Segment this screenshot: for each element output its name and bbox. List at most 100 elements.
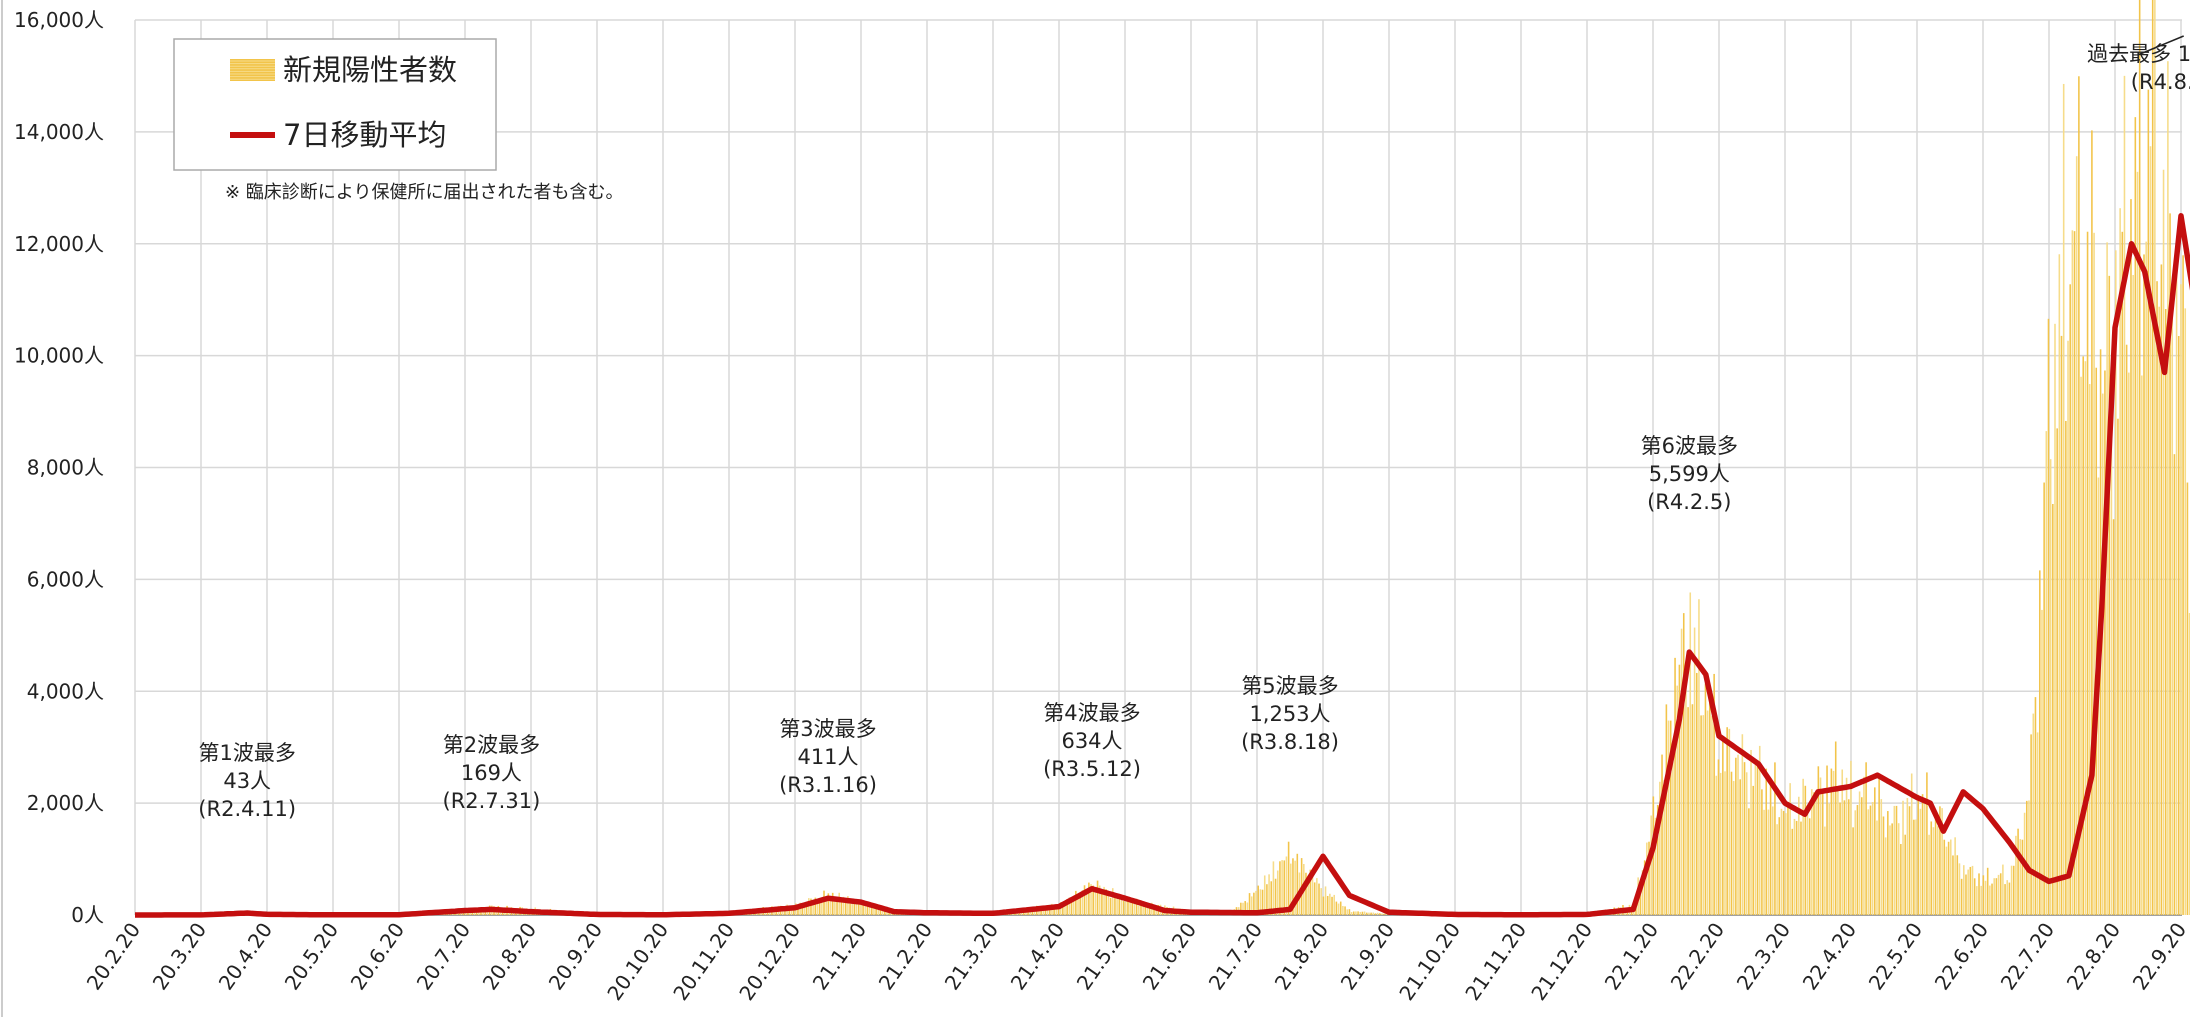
daily-case-bar: [1891, 823, 1893, 915]
daily-case-bar: [465, 912, 467, 915]
daily-case-bar: [2084, 361, 2087, 915]
daily-case-bar: [1906, 797, 1909, 915]
daily-case-bar: [2151, 0, 2154, 916]
x-tick-label: 20.12.20: [734, 918, 805, 1005]
daily-case-bar: [1689, 592, 1692, 915]
daily-case-bar: [2121, 231, 2124, 915]
daily-case-bar: [1932, 827, 1935, 915]
daily-case-bar: [2015, 835, 2017, 915]
daily-case-bar: [1101, 889, 1103, 915]
daily-case-bar: [1268, 874, 1270, 915]
daily-case-bar: [821, 901, 823, 915]
peak-annotation-text: 第1波最多: [199, 741, 296, 765]
daily-case-bar: [2008, 882, 2011, 915]
daily-case-bar: [2125, 344, 2128, 915]
daily-case-bar: [2073, 231, 2076, 915]
daily-case-bar: [2069, 284, 2071, 916]
daily-case-bar: [2184, 308, 2187, 916]
daily-case-bar: [1274, 878, 1277, 915]
daily-case-bar: [1767, 809, 1770, 915]
daily-case-bar: [1081, 890, 1084, 915]
daily-case-bar: [1976, 886, 1978, 915]
daily-case-bar: [1092, 885, 1095, 915]
daily-case-bar: [2049, 459, 2052, 915]
daily-case-bar: [2006, 880, 2009, 915]
daily-case-bar: [1114, 897, 1116, 915]
daily-case-bar: [825, 896, 827, 915]
daily-case-bar: [1682, 613, 1685, 915]
peak-annotation-text: (R3.5.12): [1043, 757, 1141, 781]
daily-case-bar: [1910, 773, 1913, 915]
daily-case-bar: [2180, 284, 2182, 915]
daily-case-bar: [1355, 911, 1357, 915]
y-tick-label: 12,000人: [14, 232, 104, 256]
daily-case-bar: [1344, 906, 1346, 915]
peak-annotation-text: (R4.8.19): [2131, 70, 2190, 94]
daily-case-bar: [2117, 418, 2119, 915]
daily-case-bar: [1691, 704, 1694, 915]
daily-case-bar: [2138, 0, 2141, 915]
daily-case-bar: [1142, 902, 1144, 915]
daily-case-bar: [1780, 808, 1783, 915]
daily-case-bar: [1895, 805, 1898, 915]
daily-case-bar: [834, 898, 836, 915]
daily-case-bar: [2093, 232, 2095, 915]
daily-case-bar: [1357, 911, 1359, 915]
daily-case-bar: [1381, 913, 1383, 915]
daily-case-bar: [1376, 912, 1379, 915]
daily-case-bar: [1939, 806, 1941, 915]
daily-case-bar: [1659, 781, 1661, 915]
daily-case-bar: [1897, 823, 1900, 915]
legend-note: ※ 臨床診断により保健所に届出された者も含む。: [225, 182, 623, 203]
daily-case-bar: [1313, 882, 1316, 915]
wave-peak-annotations: 第1波最多 43人 (R2.4.11) 第2波最多 169人 (R2.7.31) 第3波最多…: [198, 35, 2190, 821]
legend-line-label: 7日移動平均: [283, 118, 446, 152]
daily-case-bar: [1292, 858, 1294, 915]
daily-case-bar: [1782, 810, 1785, 915]
daily-case-bar: [1704, 683, 1707, 915]
daily-case-bar: [1876, 820, 1878, 915]
daily-case-bar: [469, 911, 471, 915]
daily-case-bar: [1281, 860, 1283, 915]
x-tick-label: 21.1.20: [808, 918, 871, 994]
daily-case-bar: [1826, 765, 1828, 915]
daily-case-bar: [1287, 841, 1290, 915]
daily-case-bar: [1941, 808, 1943, 915]
daily-case-bar: [1309, 869, 1312, 915]
daily-case-bar: [860, 902, 862, 915]
x-tick-label: 22.4.20: [1798, 918, 1861, 994]
daily-case-bar: [1125, 901, 1127, 915]
daily-case-bar: [2012, 865, 2015, 915]
daily-case-bar: [1055, 904, 1058, 915]
daily-case-bar: [1808, 818, 1811, 915]
daily-case-bar: [1904, 834, 1906, 915]
daily-case-bar: [1726, 727, 1728, 915]
daily-case-bar: [1322, 896, 1325, 915]
daily-case-bar: [1756, 760, 1759, 915]
daily-case-bar: [1242, 902, 1244, 915]
x-tick-label: 21.2.20: [874, 918, 937, 994]
daily-case-bar: [855, 899, 858, 915]
daily-case-bar: [462, 912, 465, 915]
daily-case-bar: [816, 898, 819, 915]
daily-case-bar: [2167, 61, 2169, 916]
daily-case-bar: [1098, 885, 1101, 915]
daily-case-bar: [2080, 376, 2082, 915]
peak-annotation-text: 634人: [1061, 729, 1122, 753]
daily-case-bar: [1889, 825, 1891, 915]
daily-case-bar: [460, 912, 463, 915]
peak-annotation-text: 1,253人: [1249, 702, 1330, 726]
daily-case-bar: [2108, 275, 2111, 915]
x-tick-label: 20.5.20: [280, 918, 343, 994]
daily-case-bar: [1858, 791, 1861, 915]
daily-case-bar: [1368, 912, 1370, 915]
daily-case-bar: [1765, 768, 1768, 915]
daily-case-bar: [2110, 372, 2113, 915]
daily-case-bar: [868, 903, 871, 915]
legend-bar-swatch-stripes: [230, 60, 275, 80]
daily-case-bar: [1963, 865, 1965, 915]
x-tick-label: 21.6.20: [1138, 918, 1201, 994]
daily-case-bar: [1661, 754, 1663, 915]
daily-case-bar: [1266, 884, 1268, 915]
daily-case-bar: [2021, 839, 2024, 915]
